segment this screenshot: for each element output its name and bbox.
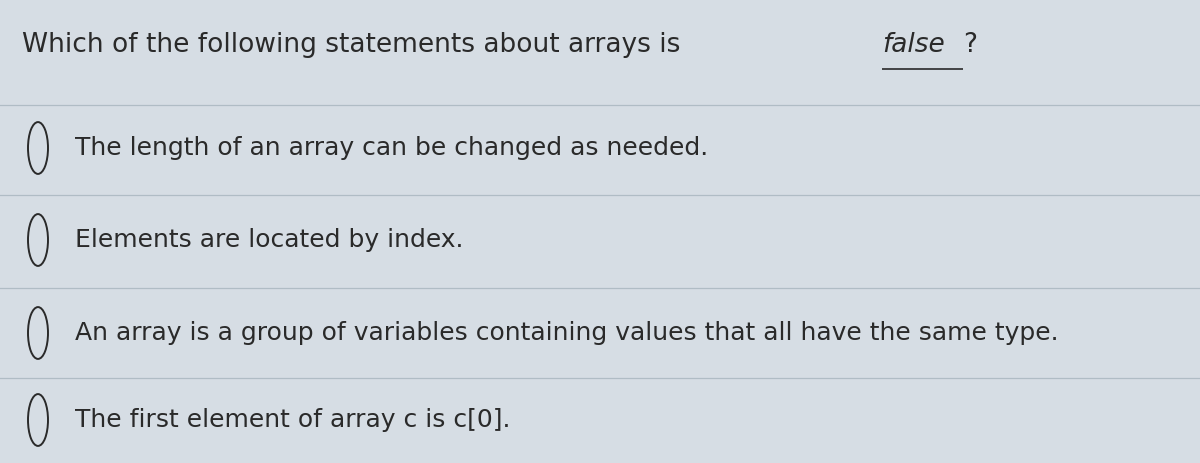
Text: ?: ? (964, 32, 977, 58)
Text: The length of an array can be changed as needed.: The length of an array can be changed as… (74, 136, 708, 160)
Text: Which of the following statements about arrays is: Which of the following statements about … (22, 32, 689, 58)
Text: Elements are located by index.: Elements are located by index. (74, 228, 463, 252)
Text: An array is a group of variables containing values that all have the same type.: An array is a group of variables contain… (74, 321, 1058, 345)
Text: false: false (882, 32, 946, 58)
Text: The first element of array c is c[0].: The first element of array c is c[0]. (74, 408, 510, 432)
